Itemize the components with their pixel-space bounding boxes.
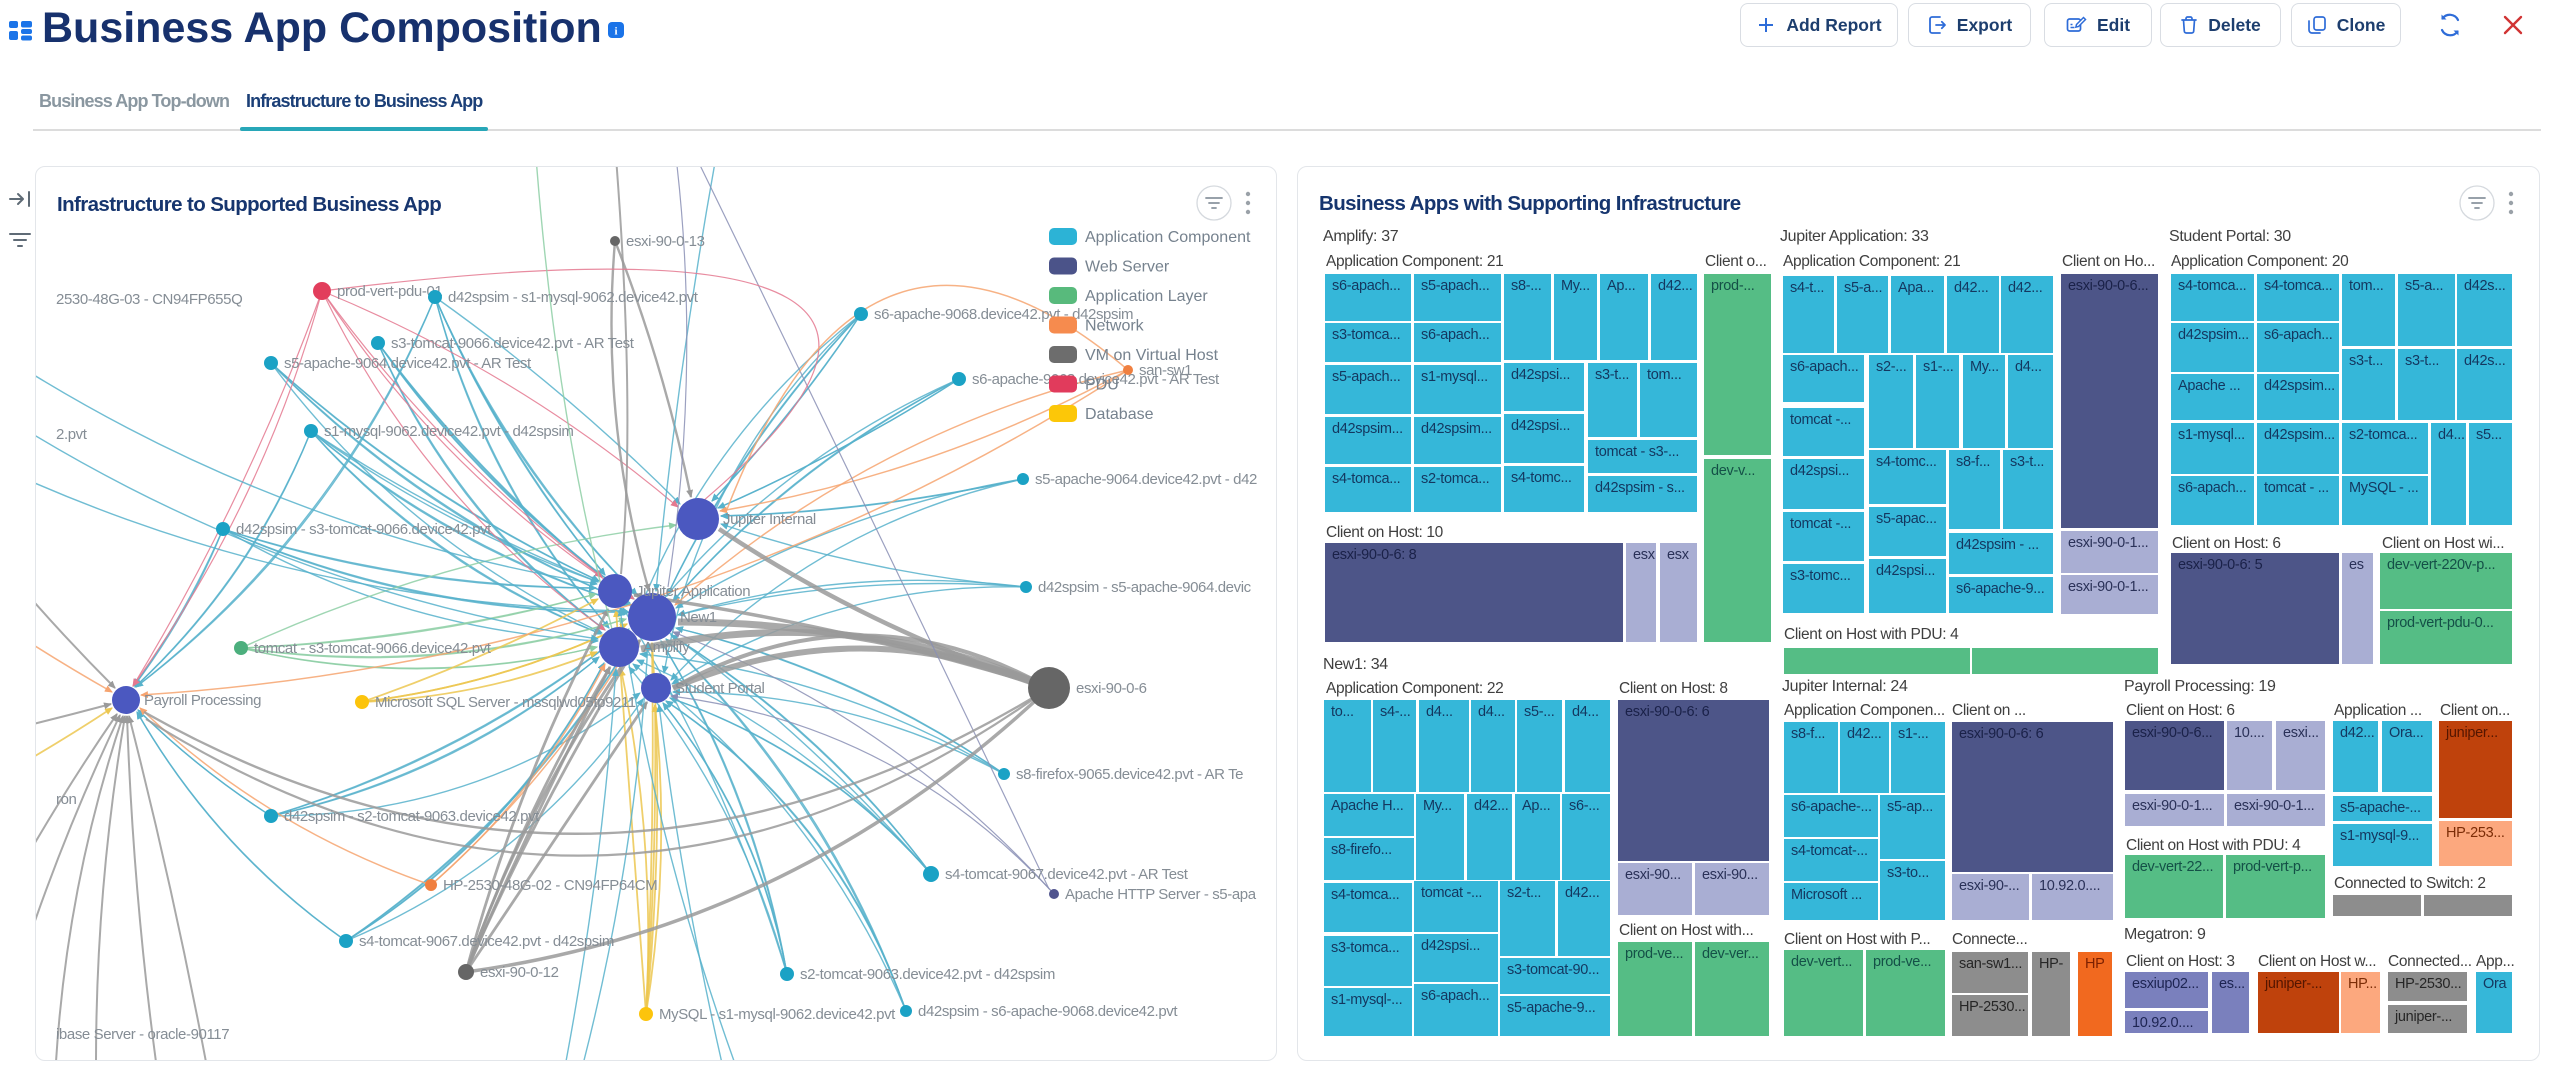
svg-text:Microsoft SQL Server - mssqlwd: Microsoft SQL Server - mssqlwd05tp9211 (375, 694, 636, 711)
svg-text:PDU: PDU (1085, 377, 1119, 394)
svg-text:ron: ron (56, 791, 77, 808)
svg-text:Network: Network (1085, 318, 1145, 335)
svg-text:Payroll Processing: Payroll Processing (144, 692, 261, 709)
svg-text:ibase Server - oracle-90117: ibase Server - oracle-90117 (56, 1026, 229, 1043)
svg-text:esxi-90-0-6: esxi-90-0-6 (1076, 680, 1147, 697)
svg-text:Database: Database (1085, 406, 1154, 423)
svg-text:d42spsim - s1-mysql-9062.devic: d42spsim - s1-mysql-9062.device42.pvt (448, 289, 699, 306)
svg-text:Student Portal: Student Portal (675, 680, 765, 697)
svg-text:d42spsim - s3-tomcat-9066.devi: d42spsim - s3-tomcat-9066.device42.pvt (236, 521, 492, 538)
svg-text:s3-tomcat-9066.device42.pvt -: s3-tomcat-9066.device42.pvt - AR Test (391, 335, 635, 352)
svg-text:s8-firefox-9065.device42.pvt -: s8-firefox-9065.device42.pvt - AR Te (1016, 766, 1243, 783)
svg-text:i: i (614, 26, 617, 38)
svg-text:tomcat - s3-tomcat-9066.device: tomcat - s3-tomcat-9066.device42.pvt (254, 640, 492, 657)
svg-text:Jupiter Internal: Jupiter Internal (723, 511, 816, 528)
svg-text:Amplify: Amplify (643, 639, 690, 656)
svg-text:2530-48G-03 - CN94FP655Q: 2530-48G-03 - CN94FP655Q (56, 291, 242, 308)
svg-text:HP-2530-48G-02 - CN94FP64CM: HP-2530-48G-02 - CN94FP64CM (443, 877, 657, 894)
svg-text:Apache HTTP Server - s5-apa: Apache HTTP Server - s5-apa (1065, 886, 1257, 903)
svg-text:Application Component: Application Component (1085, 229, 1251, 246)
svg-text:Application Layer: Application Layer (1085, 288, 1208, 305)
svg-text:s4-tomcat-9067.device42.pvt -: s4-tomcat-9067.device42.pvt - AR Test (945, 866, 1189, 883)
svg-text:s6-apache-9068.device42.pvt -: s6-apache-9068.device42.pvt - AR Test (972, 371, 1220, 388)
svg-text:d42spsim - s2-tomcat-9063.devi: d42spsim - s2-tomcat-9063.device42.pvt (284, 808, 540, 825)
svg-text:prod-vert-pdu-01: prod-vert-pdu-01 (337, 283, 442, 300)
svg-text:d42spsim - s6-apache-9068.devi: d42spsim - s6-apache-9068.device42.pvt (918, 1003, 1178, 1020)
svg-text:d42spsim - s5-apache-9064.devi: d42spsim - s5-apache-9064.devic (1038, 579, 1252, 596)
svg-text:2.pvt: 2.pvt (56, 426, 88, 443)
svg-text:s2-tomcat-9063.device42.pvt -: s2-tomcat-9063.device42.pvt - d42spsim (800, 966, 1055, 983)
svg-text:s4-tomcat-9067.device42.pvt -: s4-tomcat-9067.device42.pvt - d42spsim (359, 933, 614, 950)
svg-text:esxi-90-0-12: esxi-90-0-12 (480, 964, 559, 981)
svg-text:s1-mysql-9062.device42.pvt - d: s1-mysql-9062.device42.pvt - d42spsim (324, 423, 574, 440)
svg-text:Jupiter Application: Jupiter Application (636, 583, 750, 600)
svg-text:san-sw1: san-sw1 (1139, 362, 1192, 379)
svg-text:esxi-90-0-13: esxi-90-0-13 (626, 233, 705, 250)
svg-text:s5-apache-9064.device42.pvt -: s5-apache-9064.device42.pvt - AR Test (284, 355, 532, 372)
svg-text:New1: New1 (680, 609, 717, 626)
svg-text:s5-apache-9064.device42.pvt -: s5-apache-9064.device42.pvt - d42 (1035, 471, 1257, 488)
svg-text:VM on Virtual Host: VM on Virtual Host (1085, 347, 1219, 364)
svg-text:Web Server: Web Server (1085, 259, 1170, 276)
svg-text:MySQL - s1-mysql-9062.device42: MySQL - s1-mysql-9062.device42.pvt (659, 1006, 896, 1023)
